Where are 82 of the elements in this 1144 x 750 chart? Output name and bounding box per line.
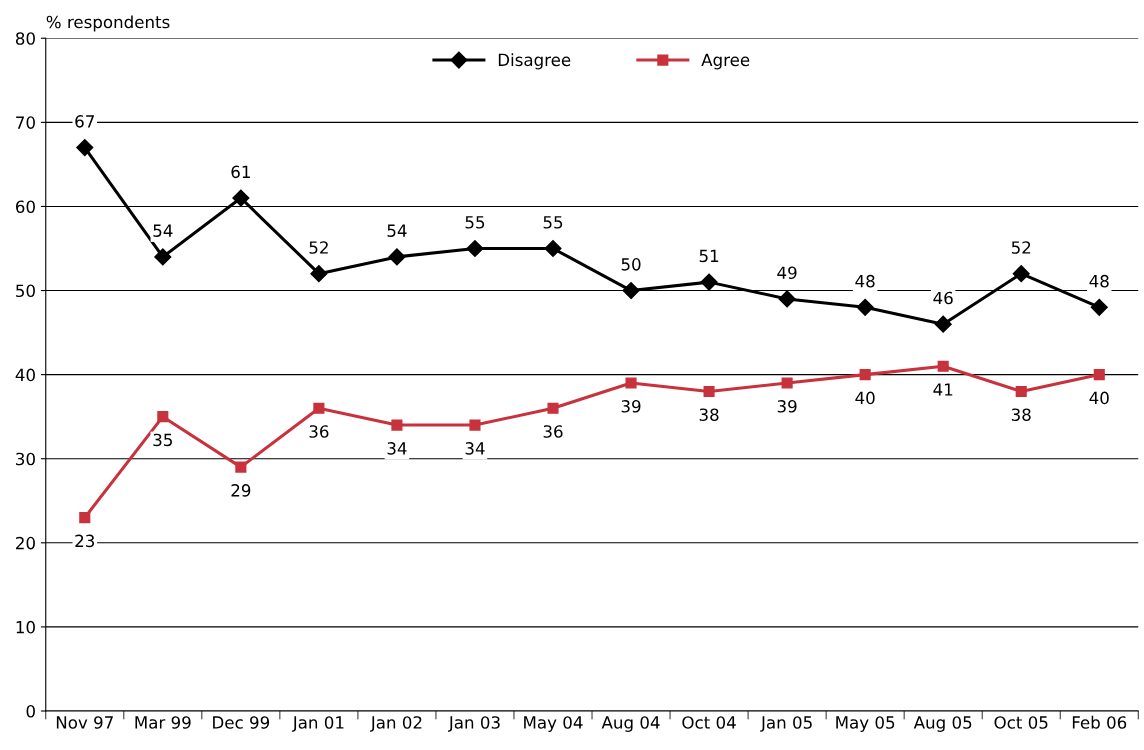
- data-label: 50: [621, 258, 641, 271]
- data-label: 51: [699, 249, 719, 263]
- point: [703, 385, 715, 398]
- point: [1015, 385, 1027, 398]
- y-tick-label: 30: [16, 452, 35, 466]
- data-label: 52: [1011, 241, 1031, 254]
- data-label: 49: [777, 266, 797, 280]
- x-tick-label: Feb 06: [1072, 715, 1127, 729]
- data-label: 48: [855, 274, 875, 288]
- data-label: 38: [699, 408, 719, 422]
- y-tick-label: 20: [16, 536, 35, 550]
- legend-label: Agree: [701, 53, 750, 70]
- data-label: 36: [309, 425, 329, 438]
- point: [622, 281, 640, 300]
- x-tick-label: May 05: [836, 716, 895, 732]
- data-label: 39: [621, 400, 641, 413]
- point: [778, 290, 796, 308]
- data-label: 40: [855, 391, 875, 405]
- data-label: 39: [777, 400, 797, 413]
- data-label: 29: [231, 484, 251, 497]
- data-label: 46: [933, 291, 953, 305]
- data-label: 55: [465, 216, 485, 229]
- data-label: 35: [153, 433, 172, 447]
- point: [388, 248, 406, 266]
- y-tick-label: 10: [16, 620, 35, 634]
- x-tick-label: Jan 02: [369, 716, 422, 732]
- y-tick-label: 0: [26, 704, 35, 718]
- point: [154, 248, 172, 266]
- data-label: 54: [153, 224, 173, 237]
- x-tick-label: Oct 05: [994, 716, 1048, 729]
- data-label: 55: [543, 216, 563, 229]
- point: [934, 315, 952, 333]
- point: [76, 139, 94, 157]
- data-label: 34: [465, 442, 485, 455]
- x-tick-label: Aug 05: [913, 716, 972, 732]
- point: [157, 411, 169, 423]
- point: [625, 377, 637, 389]
- data-label: 67: [75, 115, 94, 128]
- point: [1012, 265, 1030, 283]
- point: [466, 239, 484, 258]
- data-label: 38: [1011, 408, 1031, 422]
- data-label: 34: [387, 442, 407, 455]
- point: [856, 298, 874, 316]
- y-tick-label: 40: [15, 368, 35, 382]
- y-tick-label: 60: [15, 200, 35, 214]
- point: [937, 360, 949, 372]
- data-label: 52: [309, 241, 328, 254]
- point: [310, 265, 328, 283]
- y-axis-title: % respondents: [46, 15, 170, 32]
- point: [79, 512, 91, 524]
- x-tick-label: May 04: [524, 716, 583, 732]
- y-tick-label: 50: [16, 284, 35, 298]
- point: [781, 377, 793, 389]
- point: [547, 402, 559, 414]
- point: [1093, 369, 1105, 381]
- point: [544, 239, 562, 258]
- point: [700, 273, 718, 291]
- data-label: 54: [387, 224, 407, 237]
- point: [391, 419, 403, 431]
- legend-label: Disagree: [498, 53, 571, 70]
- x-tick-label: Jan 01: [291, 716, 344, 732]
- data-label: 61: [231, 165, 250, 179]
- point: [1090, 298, 1108, 316]
- x-tick-label: Jan 03: [448, 716, 500, 732]
- data-label: 23: [75, 534, 95, 548]
- data-label: 41: [933, 383, 953, 396]
- y-tick-label: 70: [16, 116, 35, 129]
- point: [859, 369, 871, 381]
- x-tick-label: Jan 05: [760, 716, 812, 732]
- data-label: 48: [1089, 274, 1109, 288]
- point: [469, 419, 481, 431]
- data-label: 40: [1089, 391, 1109, 405]
- x-tick-label: Nov 97: [56, 716, 113, 729]
- data-label: 36: [543, 425, 563, 438]
- y-tick-label: 80: [15, 32, 35, 45]
- point: [235, 461, 247, 473]
- x-tick-label: Dec 99: [213, 716, 270, 729]
- point: [313, 402, 325, 414]
- x-tick-label: Mar 99: [135, 716, 191, 729]
- point: [232, 189, 250, 207]
- x-tick-label: Aug 04: [601, 716, 660, 732]
- x-tick-label: Oct 04: [682, 716, 736, 729]
